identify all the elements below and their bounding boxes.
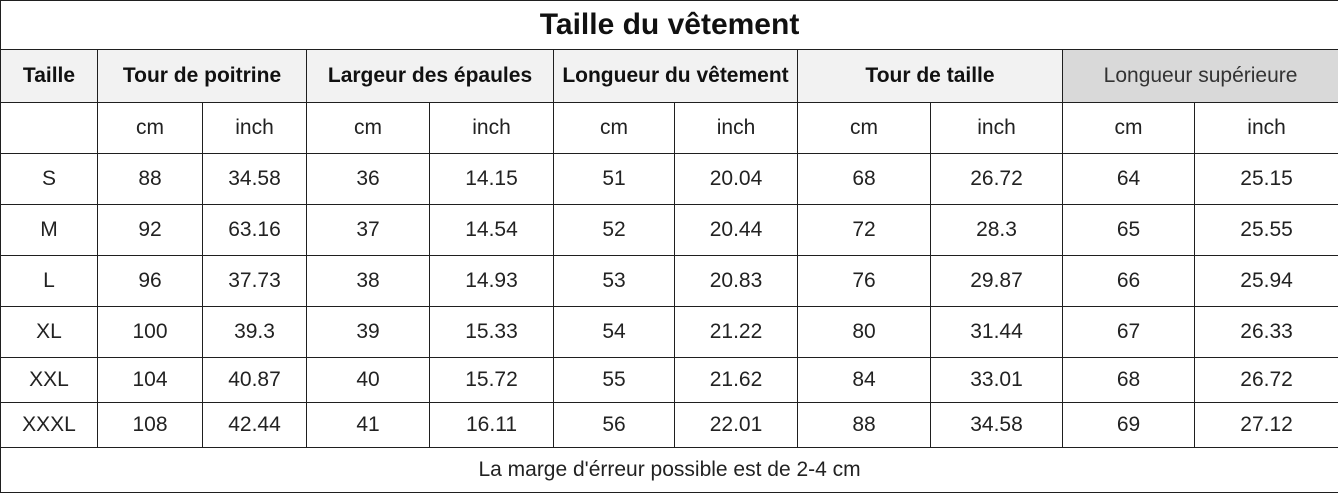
unit-cell: cm — [554, 103, 675, 154]
unit-cell: inch — [931, 103, 1063, 154]
unit-cell: inch — [675, 103, 798, 154]
value-cell: 68 — [798, 154, 931, 205]
unit-cell: inch — [430, 103, 554, 154]
value-cell: 76 — [798, 256, 931, 307]
unit-cell: cm — [307, 103, 430, 154]
value-cell: 14.93 — [430, 256, 554, 307]
value-cell: 15.33 — [430, 307, 554, 358]
header-length: Longueur du vêtement — [554, 50, 798, 103]
value-cell: 100 — [98, 307, 203, 358]
unit-cell: cm — [98, 103, 203, 154]
value-cell: 31.44 — [931, 307, 1063, 358]
value-cell: 54 — [554, 307, 675, 358]
value-cell: 40 — [307, 358, 430, 403]
value-cell: 69 — [1063, 403, 1195, 448]
value-cell: 26.33 — [1195, 307, 1338, 358]
unit-cell-empty — [1, 103, 98, 154]
value-cell: 52 — [554, 205, 675, 256]
value-cell: 42.44 — [203, 403, 307, 448]
value-cell: 20.44 — [675, 205, 798, 256]
value-cell: 104 — [98, 358, 203, 403]
value-cell: 96 — [98, 256, 203, 307]
value-cell: 14.15 — [430, 154, 554, 205]
value-cell: 37.73 — [203, 256, 307, 307]
size-cell: XXXL — [1, 403, 98, 448]
value-cell: 15.72 — [430, 358, 554, 403]
value-cell: 20.04 — [675, 154, 798, 205]
value-cell: 21.22 — [675, 307, 798, 358]
size-cell: L — [1, 256, 98, 307]
value-cell: 65 — [1063, 205, 1195, 256]
value-cell: 92 — [98, 205, 203, 256]
value-cell: 39.3 — [203, 307, 307, 358]
value-cell: 40.87 — [203, 358, 307, 403]
value-cell: 66 — [1063, 256, 1195, 307]
value-cell: 29.87 — [931, 256, 1063, 307]
value-cell: 37 — [307, 205, 430, 256]
title-row: Taille du vêtement — [1, 1, 1338, 50]
unit-row: cm inch cm inch cm inch cm inch cm inch — [1, 103, 1338, 154]
unit-cell: cm — [798, 103, 931, 154]
value-cell: 27.12 — [1195, 403, 1338, 448]
table-title: Taille du vêtement — [1, 1, 1338, 50]
value-cell: 26.72 — [931, 154, 1063, 205]
value-cell: 22.01 — [675, 403, 798, 448]
value-cell: 33.01 — [931, 358, 1063, 403]
error-margin-note: La marge d'érreur possible est de 2-4 cm — [1, 448, 1338, 493]
note-body: La marge d'érreur possible est de 2-4 cm — [1, 448, 1338, 493]
header-upper-length: Longueur supérieure — [1063, 50, 1338, 103]
header-shoulder: Largeur des épaules — [307, 50, 554, 103]
unit-cell: inch — [203, 103, 307, 154]
size-cell: XXL — [1, 358, 98, 403]
value-cell: 21.62 — [675, 358, 798, 403]
value-cell: 25.55 — [1195, 205, 1338, 256]
value-cell: 63.16 — [203, 205, 307, 256]
value-cell: 67 — [1063, 307, 1195, 358]
value-cell: 25.94 — [1195, 256, 1338, 307]
value-cell: 39 — [307, 307, 430, 358]
value-cell: 55 — [554, 358, 675, 403]
unit-cell: inch — [1195, 103, 1338, 154]
header-row: Taille Tour de poitrine Largeur des épau… — [1, 50, 1338, 103]
value-cell: 108 — [98, 403, 203, 448]
value-cell: 28.3 — [931, 205, 1063, 256]
size-cell: M — [1, 205, 98, 256]
unit-cell: cm — [1063, 103, 1195, 154]
value-cell: 34.58 — [931, 403, 1063, 448]
value-cell: 84 — [798, 358, 931, 403]
value-cell: 41 — [307, 403, 430, 448]
value-cell: 26.72 — [1195, 358, 1338, 403]
value-cell: 16.11 — [430, 403, 554, 448]
value-cell: 34.58 — [203, 154, 307, 205]
value-cell: 64 — [1063, 154, 1195, 205]
value-cell: 88 — [98, 154, 203, 205]
value-cell: 72 — [798, 205, 931, 256]
value-cell: 68 — [1063, 358, 1195, 403]
value-cell: 36 — [307, 154, 430, 205]
size-cell: XL — [1, 307, 98, 358]
value-cell: 88 — [798, 403, 931, 448]
value-cell: 53 — [554, 256, 675, 307]
value-cell: 20.83 — [675, 256, 798, 307]
value-cell: 14.54 — [430, 205, 554, 256]
header-chest: Tour de poitrine — [98, 50, 307, 103]
size-cell: S — [1, 154, 98, 205]
size-chart-body: Taille du vêtement Taille Tour de poitri… — [1, 1, 1338, 154]
value-cell: 51 — [554, 154, 675, 205]
value-cell: 56 — [554, 403, 675, 448]
header-size: Taille — [1, 50, 98, 103]
value-cell: 80 — [798, 307, 931, 358]
value-cell: 25.15 — [1195, 154, 1338, 205]
header-waist: Tour de taille — [798, 50, 1063, 103]
note-row: La marge d'érreur possible est de 2-4 cm — [1, 448, 1338, 493]
value-cell: 38 — [307, 256, 430, 307]
